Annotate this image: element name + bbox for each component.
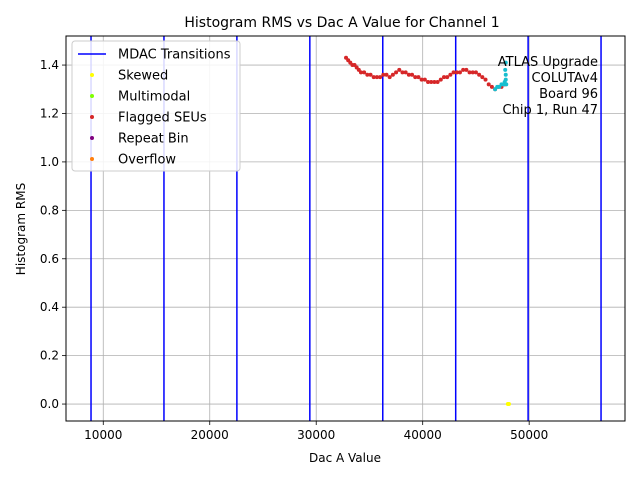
grid-lines bbox=[66, 36, 625, 421]
series-5-point bbox=[503, 77, 508, 82]
flagged-seus-point bbox=[489, 84, 494, 89]
x-tick-label: 50000 bbox=[510, 428, 548, 442]
flagged-seus-point bbox=[378, 75, 383, 80]
flagged-seus-point bbox=[368, 72, 373, 77]
flagged-seus-point bbox=[416, 75, 421, 80]
x-tick-label: 10000 bbox=[84, 428, 122, 442]
y-tick-label: 0.8 bbox=[40, 203, 59, 217]
flagged-seus-point bbox=[410, 72, 415, 77]
legend-flagged-seus-marker bbox=[90, 115, 94, 119]
flagged-seus-point bbox=[461, 67, 466, 72]
flagged-seus-point bbox=[432, 80, 437, 85]
annotation-text: ATLAS Upgrade COLUTAv4 Board 96 Chip 1, … bbox=[498, 55, 598, 118]
flagged-seus-point bbox=[406, 72, 411, 77]
flagged-seus-point bbox=[390, 72, 395, 77]
annotation-line-4: Chip 1, Run 47 bbox=[503, 103, 598, 118]
y-tick-label: 0.4 bbox=[40, 300, 59, 314]
x-tick-label: 40000 bbox=[404, 428, 442, 442]
flagged-seus-point bbox=[362, 70, 367, 75]
annotation-line-1: ATLAS Upgrade bbox=[498, 55, 598, 70]
flagged-seus-point bbox=[470, 70, 475, 75]
legend-overflow-marker bbox=[90, 157, 94, 161]
flagged-seus-point bbox=[441, 75, 446, 80]
flagged-seus-point bbox=[451, 70, 456, 75]
legend-flagged-seus-label: Flagged SEUs bbox=[118, 111, 207, 126]
legend-multimodal-label: Multimodal bbox=[118, 90, 190, 105]
flagged-seus-point bbox=[448, 72, 453, 77]
flagged-seus-point bbox=[457, 70, 462, 75]
series-5-point bbox=[503, 67, 508, 72]
flagged-seus-point bbox=[394, 70, 399, 75]
legend-mdac-label: MDAC Transitions bbox=[118, 48, 231, 63]
legend-repeat-bin-label: Repeat Bin bbox=[118, 132, 189, 147]
flagged-seus-point bbox=[384, 72, 389, 77]
flagged-seus-point bbox=[473, 70, 478, 75]
series-5-point bbox=[503, 72, 508, 77]
flagged-seus-point bbox=[397, 67, 402, 72]
flagged-seus-point bbox=[400, 70, 405, 75]
flagged-seus-point bbox=[429, 80, 434, 85]
skewed-point bbox=[506, 402, 511, 407]
series-5-point bbox=[503, 60, 508, 65]
legend: MDAC Transitions Skewed Multimodal Flagg… bbox=[71, 40, 241, 172]
annotation-line-3: Board 96 bbox=[539, 87, 598, 102]
flagged-seus-point bbox=[381, 72, 386, 77]
flagged-seus-point bbox=[358, 70, 363, 75]
legend-box bbox=[71, 40, 241, 172]
flagged-seus-point bbox=[365, 72, 370, 77]
flagged-seus-point bbox=[371, 75, 376, 80]
flagged-seus-point bbox=[477, 72, 482, 77]
legend-skewed-label: Skewed bbox=[118, 69, 168, 84]
flagged-seus-point bbox=[467, 70, 472, 75]
y-tick-label: 0.0 bbox=[40, 397, 59, 411]
flagged-seus-point bbox=[438, 77, 443, 82]
x-axis-label: Dac A Value bbox=[309, 451, 381, 465]
flagged-seus-point bbox=[403, 70, 408, 75]
plot-area-frame bbox=[65, 35, 626, 422]
flagged-seus-point bbox=[454, 70, 459, 75]
flagged-seus-point bbox=[486, 82, 491, 87]
flagged-seus-point bbox=[419, 77, 424, 82]
flagged-seus-point bbox=[413, 75, 418, 80]
flagged-seus-point bbox=[422, 77, 427, 82]
chart-title: Histogram RMS vs Dac A Value for Channel… bbox=[184, 15, 499, 31]
y-tick-label: 1.0 bbox=[40, 155, 59, 169]
legend-multimodal-marker bbox=[90, 94, 94, 98]
legend-skewed-marker bbox=[90, 73, 94, 77]
flagged-seus-point bbox=[483, 77, 488, 82]
x-tick-label: 20000 bbox=[191, 428, 229, 442]
annotation-line-2: COLUTAv4 bbox=[532, 71, 598, 86]
flagged-seus-point bbox=[426, 80, 431, 85]
flagged-seus-point bbox=[387, 75, 392, 80]
y-tick-label: 1.4 bbox=[40, 58, 59, 72]
y-tick-label: 1.2 bbox=[40, 106, 59, 120]
y-tick-label: 0.2 bbox=[40, 349, 59, 363]
flagged-seus-point bbox=[435, 80, 440, 85]
flagged-seus-point bbox=[445, 75, 450, 80]
y-tick-label: 0.6 bbox=[40, 252, 59, 266]
series-5-point bbox=[504, 82, 509, 87]
y-axis-label: Histogram RMS bbox=[14, 183, 28, 275]
legend-overflow-label: Overflow bbox=[118, 153, 176, 168]
flagged-seus-point bbox=[464, 67, 469, 72]
flagged-seus-point bbox=[480, 75, 485, 80]
x-tick-label: 30000 bbox=[297, 428, 335, 442]
legend-repeat-bin-marker bbox=[90, 136, 94, 140]
axis-ticks: 10000 20000 30000 40000 50000 0.0 0.2 0.4 0.6 0.8… bbox=[40, 58, 548, 442]
flagged-seus-point bbox=[374, 75, 379, 80]
data-points bbox=[344, 55, 511, 407]
